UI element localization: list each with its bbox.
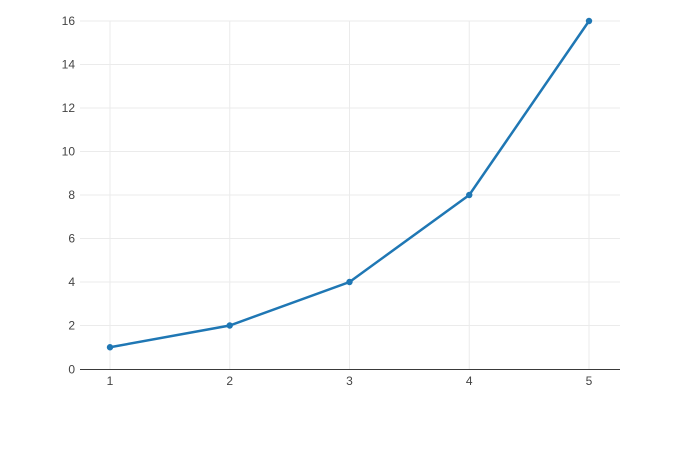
svg-text:10: 10 [62, 145, 76, 159]
svg-text:5: 5 [586, 374, 593, 388]
svg-text:2: 2 [226, 374, 233, 388]
svg-text:4: 4 [68, 275, 75, 289]
svg-text:3: 3 [346, 374, 353, 388]
svg-text:2: 2 [68, 319, 75, 333]
svg-text:14: 14 [62, 58, 76, 72]
svg-text:4: 4 [466, 374, 473, 388]
svg-text:8: 8 [68, 188, 75, 202]
svg-text:0: 0 [68, 363, 75, 377]
svg-text:16: 16 [62, 14, 76, 28]
svg-text:6: 6 [68, 232, 75, 246]
svg-text:1: 1 [107, 374, 114, 388]
svg-text:12: 12 [62, 101, 76, 115]
